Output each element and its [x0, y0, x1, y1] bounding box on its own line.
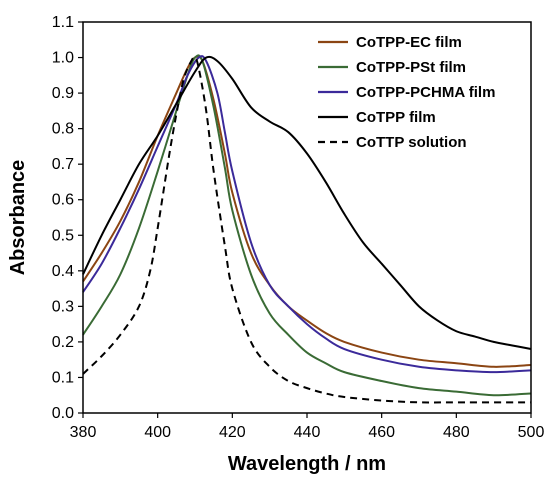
x-tick-label: 400 [144, 424, 171, 441]
y-tick-label: 1.0 [52, 50, 74, 67]
series-layer [82, 54, 532, 404]
series-line-cotpp-pst-film [82, 54, 532, 397]
y-tick-label: 1.1 [52, 14, 74, 31]
x-tick-label: 480 [443, 424, 470, 441]
x-axis: 380 400 420 440 460 480 500 [70, 413, 545, 441]
legend: CoTPP-EC film CoTPP-PSt film CoTPP-PCHMA f… [318, 34, 495, 151]
legend-label-cottp-solution: CoTTP solution [356, 134, 467, 151]
series-line-cotpp-pchma-film [82, 55, 532, 374]
legend-label-cotpp-film: CoTPP film [356, 109, 436, 126]
y-tick-label: 0.8 [52, 121, 74, 138]
legend-label-cotpp-pchma-film: CoTPP-PCHMA film [356, 84, 495, 101]
series-line-cotpp-ec-film [82, 55, 532, 368]
y-axis-title: Absorbance [7, 160, 29, 276]
y-tick-label: 0.0 [52, 405, 74, 422]
y-tick-label: 0.3 [52, 298, 74, 315]
y-tick-label: 0.1 [52, 369, 74, 386]
y-tick-label: 0.5 [52, 227, 74, 244]
x-tick-label: 380 [70, 424, 97, 441]
y-tick-label: 0.4 [52, 263, 74, 280]
legend-label-cotpp-pst-film: CoTPP-PSt film [356, 59, 466, 76]
x-axis-title: Wavelength / nm [228, 453, 386, 475]
series-line-cottp-solution [82, 56, 531, 404]
plot-frame [82, 21, 532, 414]
y-tick-label: 0.9 [52, 85, 74, 102]
y-axis: 0.0 0.1 0.2 0.3 0.4 0.5 0.6 0.7 0.8 0.9 1.0 1.1 [52, 14, 83, 422]
series-line-cotpp-film [82, 55, 532, 351]
x-tick-label: 420 [219, 424, 246, 441]
legend-label-cotpp-ec-film: CoTPP-EC film [356, 34, 462, 51]
y-tick-label: 0.2 [52, 334, 74, 351]
x-tick-label: 500 [518, 424, 545, 441]
x-tick-label: 440 [294, 424, 321, 441]
y-tick-label: 0.7 [52, 156, 74, 173]
x-tick-label: 460 [368, 424, 395, 441]
y-tick-label: 0.6 [52, 192, 74, 209]
